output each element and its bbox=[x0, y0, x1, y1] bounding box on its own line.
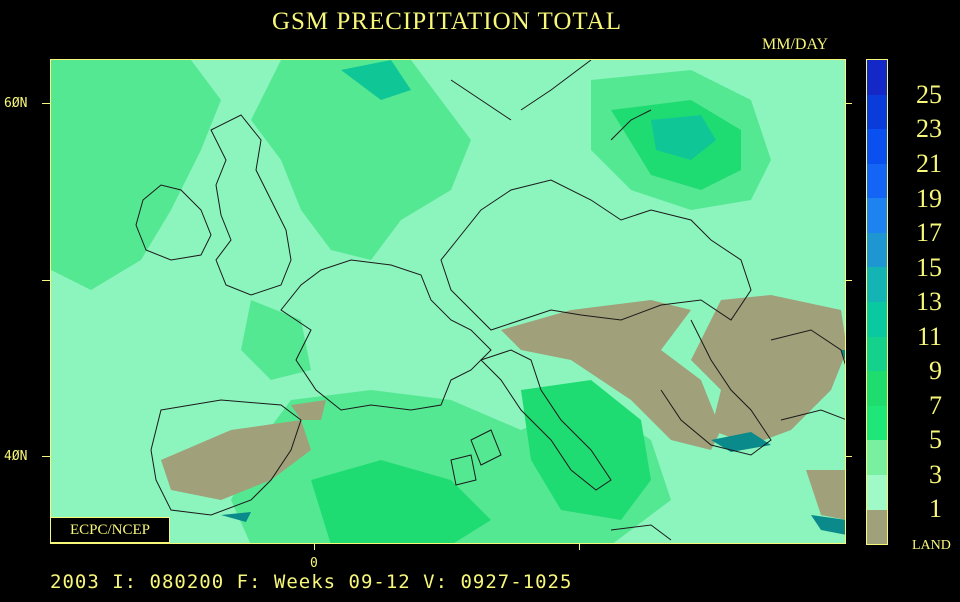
lat-tick-right-40n bbox=[846, 456, 852, 457]
dry-zone-black-sea bbox=[691, 295, 845, 445]
lat-label-60n: 6ØN bbox=[4, 96, 28, 111]
legend-swatch bbox=[867, 440, 887, 475]
legend-swatch bbox=[867, 198, 887, 233]
lon-tick-20e bbox=[579, 544, 580, 550]
dry-zone-iberia bbox=[161, 420, 311, 500]
coastline-france bbox=[280, 259, 492, 411]
legend-label: 17 bbox=[916, 218, 942, 247]
teal-zone-aegean bbox=[711, 432, 771, 452]
credit-label: ECPC/NCEP bbox=[50, 517, 170, 543]
chart-title: GSM PRECIPITATION TOTAL bbox=[271, 8, 623, 35]
legend-label: 1 bbox=[929, 494, 942, 523]
legend-swatch bbox=[867, 267, 887, 303]
legend-swatch bbox=[867, 60, 887, 95]
lat-tick-40n bbox=[42, 456, 50, 457]
footer-info: 2003 I: 080200 F: Weeks 09-12 V: 0927-10… bbox=[50, 571, 573, 593]
legend-swatch bbox=[867, 371, 887, 406]
lon-label-0: 0 bbox=[310, 556, 318, 571]
precip-zone-bay-biscay bbox=[241, 300, 311, 380]
coastline-sicily bbox=[610, 524, 672, 541]
precipitation-map bbox=[50, 59, 846, 544]
coastline-iberia bbox=[150, 399, 302, 516]
legend-label: 25 bbox=[916, 80, 942, 109]
map-svg bbox=[51, 60, 845, 543]
legend-swatch bbox=[867, 509, 887, 545]
legend-swatch bbox=[867, 232, 887, 268]
legend-land-label: LAND bbox=[912, 538, 951, 553]
legend-label: 21 bbox=[916, 149, 942, 178]
legend-swatch bbox=[867, 336, 887, 372]
legend-swatch bbox=[867, 405, 887, 441]
legend-label: 5 bbox=[929, 425, 942, 454]
lat-label-40n: 4ØN bbox=[4, 449, 28, 464]
precip-zone-norway-coast bbox=[341, 60, 411, 100]
coastline-central-europe bbox=[440, 179, 752, 331]
legend-label: 7 bbox=[929, 391, 942, 420]
dry-zone-biscay-coast bbox=[291, 400, 326, 420]
coastlines bbox=[135, 60, 845, 541]
coastline-great-britain bbox=[210, 114, 292, 296]
lat-tick-60n bbox=[42, 103, 50, 104]
coastline-scandinavia bbox=[450, 60, 652, 141]
precip-zone-baltic-core bbox=[651, 115, 716, 160]
coastline-black-sea bbox=[770, 329, 845, 421]
dry-zone-balkans bbox=[501, 300, 721, 450]
legend-label: 15 bbox=[916, 253, 942, 282]
legend-label: 11 bbox=[916, 322, 942, 351]
precip-zone-western-med bbox=[311, 460, 491, 543]
legend-swatch bbox=[867, 163, 887, 199]
lat-tick-right-60n bbox=[846, 103, 852, 104]
legend-swatch bbox=[867, 129, 887, 164]
precip-zone-italy bbox=[521, 380, 651, 520]
lon-tick-0 bbox=[314, 544, 315, 550]
coastline-balkans bbox=[660, 319, 772, 456]
units-label: MM/DAY bbox=[762, 36, 829, 53]
legend-swatch bbox=[867, 94, 887, 130]
legend-label: 13 bbox=[916, 287, 942, 316]
legend-label: 3 bbox=[929, 460, 942, 489]
legend-label: 23 bbox=[916, 114, 942, 143]
coastline-italy bbox=[480, 349, 612, 491]
coastline-islands bbox=[450, 429, 502, 486]
precip-zone-north-sea bbox=[251, 60, 471, 260]
teal-zone-gibraltar bbox=[221, 512, 251, 522]
precip-zone-ireland bbox=[51, 100, 141, 190]
coastline-ireland bbox=[135, 184, 212, 261]
lat-tick-right-50n bbox=[846, 280, 852, 281]
legend-swatch bbox=[867, 302, 887, 337]
legend-color-bar bbox=[866, 59, 888, 545]
lat-tick-50n bbox=[42, 280, 50, 281]
teal-zone-east bbox=[811, 515, 845, 535]
legend-label: 9 bbox=[929, 356, 942, 385]
dry-zone-anatolia bbox=[806, 470, 845, 520]
legend-label: 19 bbox=[916, 184, 942, 213]
legend-swatch bbox=[867, 474, 887, 510]
